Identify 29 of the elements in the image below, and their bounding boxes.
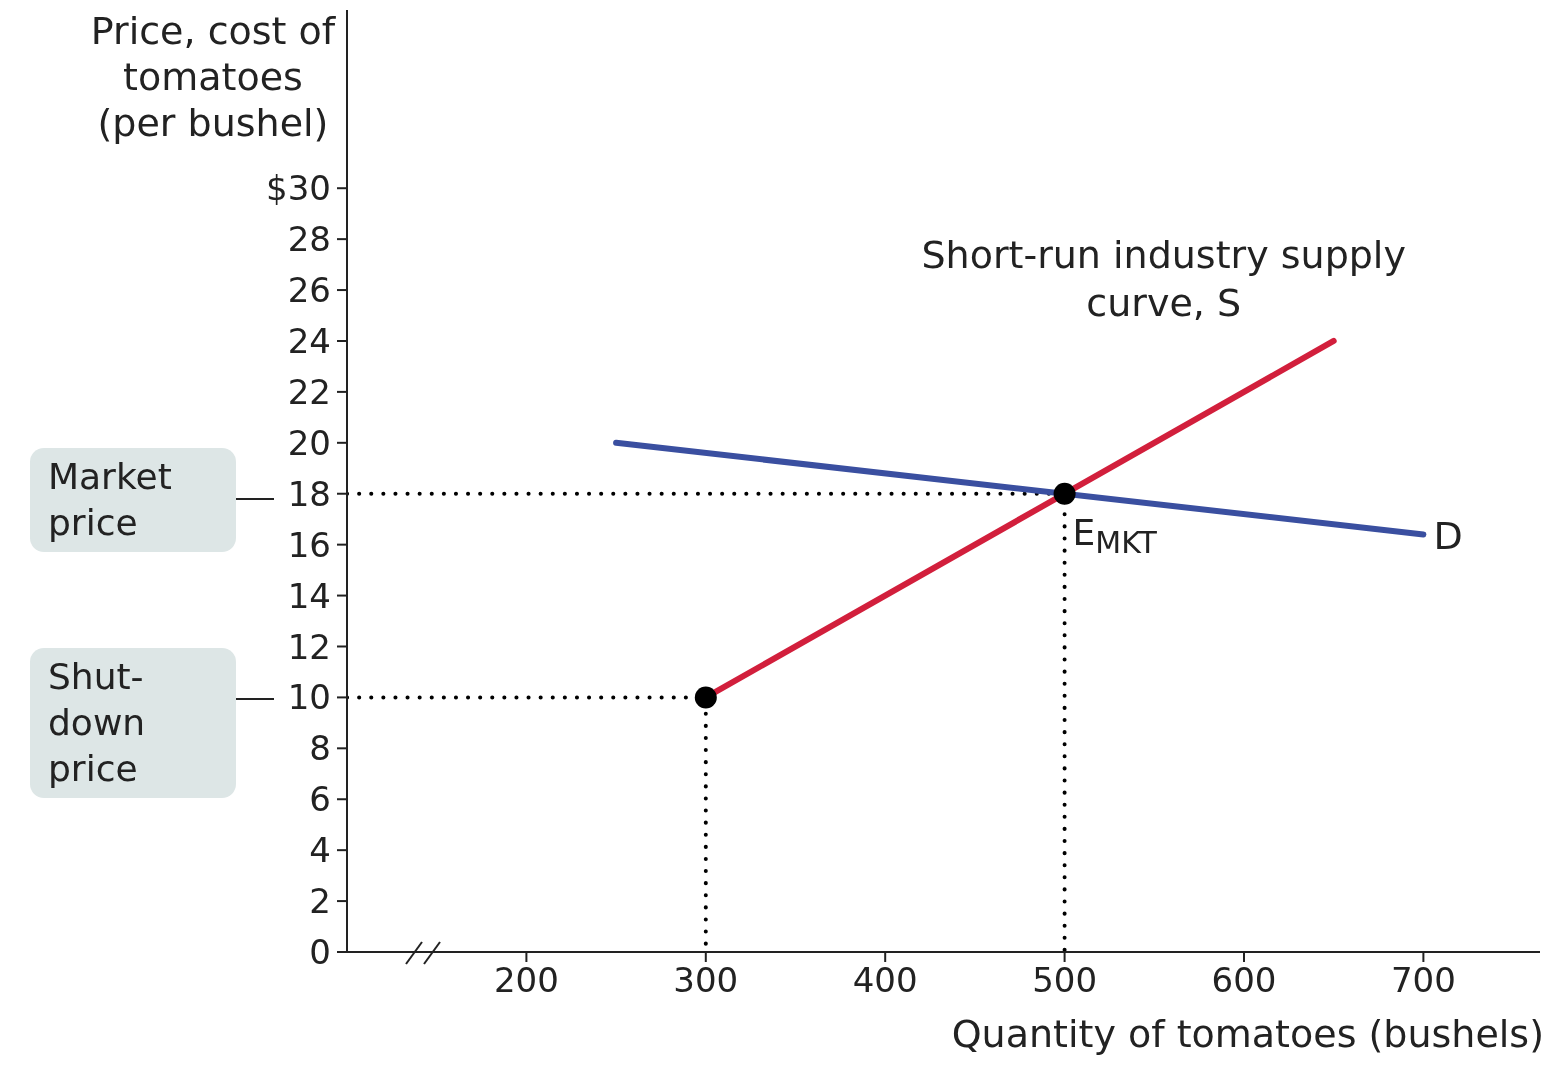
y-tick-label: 4 <box>309 830 331 871</box>
y-tick-label: 26 <box>287 270 331 311</box>
y-tick-label: 14 <box>287 575 331 616</box>
y-tick-label: 18 <box>287 473 331 514</box>
y-tick-label: 20 <box>287 422 331 463</box>
x-tick-label: 500 <box>1032 960 1098 1001</box>
x-tick-label: 600 <box>1211 960 1277 1001</box>
y-tick-label: 12 <box>287 626 331 667</box>
x-tick-label: 400 <box>852 960 918 1001</box>
y-tick-label: 2 <box>309 881 331 922</box>
series-label: Short-run industry supply curve, S <box>920 231 1407 327</box>
y-tick-label: 10 <box>287 677 331 718</box>
x-axis-title: Quantity of tomatoes (bushels) <box>951 1012 1544 1056</box>
y-tick-label: 24 <box>287 321 331 362</box>
y-tick-label: 22 <box>287 371 331 412</box>
x-tick-label: 300 <box>673 960 739 1001</box>
x-tick-label: 700 <box>1390 960 1456 1001</box>
x-tick-label: 200 <box>493 960 559 1001</box>
series-label: D <box>1433 513 1463 561</box>
y-tick-label: 28 <box>287 219 331 260</box>
y-axis-title: Price, cost of tomatoes (per bushel) <box>89 8 337 146</box>
y-tick-label: 16 <box>287 524 331 565</box>
text: Market price <box>30 448 236 552</box>
annotation: E$_{MKT}$ <box>1072 511 1157 560</box>
y-tick-label: 6 <box>309 779 331 820</box>
y-tick-label: 8 <box>309 728 331 769</box>
y-tick-label: $30 <box>266 168 331 209</box>
text: Shut-down price <box>30 648 236 798</box>
y-tick-label: 0 <box>309 932 331 973</box>
